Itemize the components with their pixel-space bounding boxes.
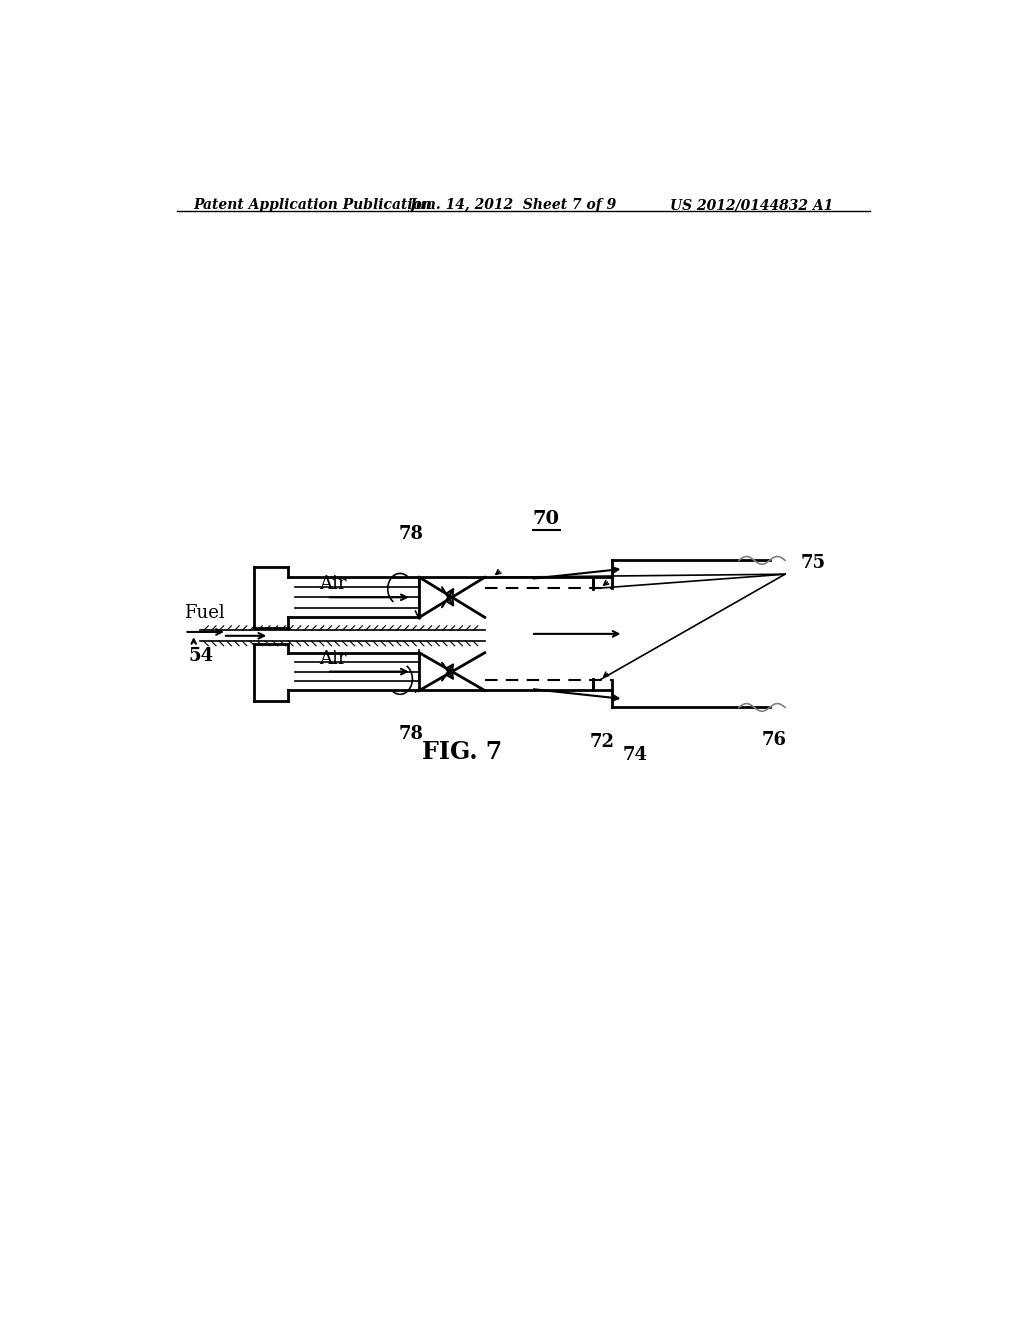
Text: US 2012/0144832 A1: US 2012/0144832 A1 (670, 198, 833, 213)
Text: 70: 70 (532, 510, 560, 528)
Text: Jun. 14, 2012  Sheet 7 of 9: Jun. 14, 2012 Sheet 7 of 9 (410, 198, 616, 213)
Text: 72: 72 (589, 733, 614, 751)
Text: FIG. 7: FIG. 7 (422, 739, 502, 764)
Text: 78: 78 (399, 524, 424, 543)
Text: Air: Air (319, 649, 347, 668)
Text: 78: 78 (399, 725, 424, 743)
Text: Air: Air (319, 576, 347, 594)
Text: 75: 75 (801, 553, 825, 572)
Text: 54: 54 (188, 647, 213, 665)
Text: Fuel: Fuel (184, 605, 225, 622)
Text: Patent Application Publication: Patent Application Publication (194, 198, 433, 213)
Text: 76: 76 (762, 730, 787, 748)
Text: 74: 74 (623, 746, 647, 764)
